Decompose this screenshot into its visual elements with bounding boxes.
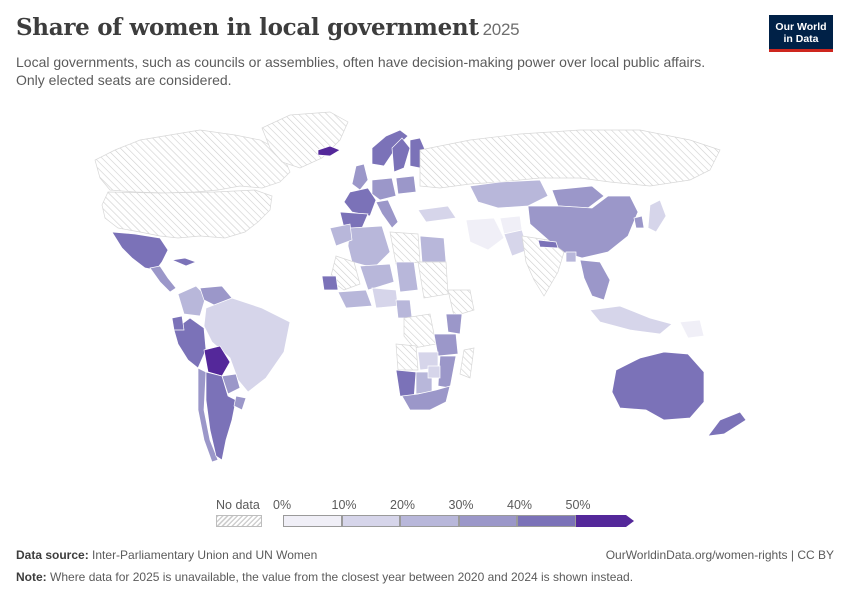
subtitle-line-2: Only elected seats are considered. — [16, 72, 232, 88]
region-kazakhstan[interactable] — [469, 179, 549, 209]
legend-swatch-1[interactable] — [341, 515, 400, 527]
title-text: Share of women in local government — [16, 14, 479, 41]
chart-title: Share of women in local government 2025 — [16, 14, 520, 41]
legend-tick-0: 0% — [273, 498, 292, 512]
region-turkey[interactable] — [417, 205, 457, 223]
legend-swatch-3[interactable] — [458, 515, 517, 527]
region-algeria[interactable] — [347, 225, 391, 269]
region-ecuador[interactable] — [171, 315, 185, 331]
legend-swatch-4[interactable] — [517, 515, 576, 527]
region-tanzania[interactable] — [433, 333, 459, 357]
region-egypt[interactable] — [419, 235, 447, 263]
region-angola[interactable] — [395, 343, 419, 371]
region-southeast-asia[interactable] — [579, 259, 611, 301]
region-argentina[interactable] — [205, 371, 237, 461]
region-indonesia[interactable] — [589, 305, 673, 335]
legend-tick-5: 50% — [565, 498, 591, 512]
region-west-africa[interactable] — [337, 289, 373, 309]
region-iran[interactable] — [465, 217, 505, 251]
region-chile[interactable] — [197, 367, 219, 463]
legend-tick-4: 40% — [507, 498, 533, 512]
region-united-states[interactable] — [101, 189, 273, 239]
note-label: Note: — [16, 570, 47, 584]
region-united-kingdom[interactable] — [351, 163, 369, 191]
source-text: Inter-Parliamentary Union and UN Women — [92, 548, 318, 562]
region-australia[interactable] — [611, 351, 705, 421]
region-paraguay[interactable] — [221, 373, 241, 395]
region-poland[interactable] — [395, 175, 417, 195]
region-new-zealand[interactable] — [707, 411, 747, 437]
note-text: Where data for 2025 is unavailable, the … — [50, 570, 634, 584]
region-nigeria[interactable] — [371, 287, 399, 309]
region-italy[interactable] — [375, 199, 399, 229]
region-mongolia[interactable] — [551, 185, 605, 209]
legend-swatch-last[interactable] — [575, 515, 626, 527]
no-data-swatch[interactable] — [216, 515, 262, 527]
source-label: Data source: — [16, 548, 89, 562]
region-brazil[interactable] — [203, 297, 291, 393]
region-chad[interactable] — [395, 261, 419, 293]
title-year: 2025 — [482, 20, 520, 39]
region-bangladesh[interactable] — [565, 251, 577, 263]
region-zimbabwe[interactable] — [427, 365, 441, 379]
region-colombia[interactable] — [177, 285, 207, 317]
legend-tick-1: 10% — [331, 498, 357, 512]
region-senegal[interactable] — [321, 275, 339, 291]
subtitle-line-1: Local governments, such as councils or a… — [16, 54, 706, 70]
region-sudan[interactable] — [417, 261, 449, 299]
legend-swatch-0[interactable] — [283, 515, 342, 527]
data-source: Data source: Inter-Parliamentary Union a… — [16, 548, 317, 562]
region-ethiopia[interactable] — [447, 289, 475, 317]
region-papua-new-guinea[interactable] — [679, 319, 705, 339]
region-cameroon[interactable] — [395, 299, 413, 319]
region-germany[interactable] — [371, 177, 397, 201]
owid-logo[interactable]: Our World in Data — [769, 15, 833, 52]
region-japan[interactable] — [647, 199, 667, 233]
region-canada[interactable] — [94, 129, 291, 194]
region-central-america[interactable] — [149, 265, 177, 293]
country-regions[interactable] — [94, 111, 747, 463]
region-namibia[interactable] — [395, 369, 417, 399]
region-cuba[interactable] — [170, 257, 197, 267]
region-morocco[interactable] — [329, 223, 353, 247]
region-south-korea[interactable] — [633, 215, 645, 229]
region-iceland[interactable] — [317, 145, 341, 157]
no-data-label: No data — [216, 498, 260, 512]
region-uruguay[interactable] — [233, 395, 247, 411]
region-peru[interactable] — [173, 317, 207, 369]
region-south-africa[interactable] — [401, 385, 451, 411]
legend-arrow — [625, 515, 634, 527]
region-sweden[interactable] — [391, 137, 411, 173]
source-url[interactable]: OurWorldinData.org/women-rights | CC BY — [605, 548, 834, 562]
region-mexico[interactable] — [111, 231, 169, 271]
chart-note: Note: Where data for 2025 is unavailable… — [16, 570, 633, 584]
region-kenya[interactable] — [445, 313, 463, 335]
legend-tick-2: 20% — [390, 498, 416, 512]
region-nepal[interactable] — [537, 239, 559, 249]
region-dr-congo[interactable] — [403, 313, 437, 349]
region-bolivia[interactable] — [203, 345, 231, 377]
region-russia[interactable] — [419, 129, 721, 189]
region-mozambique[interactable] — [437, 355, 457, 389]
region-libya[interactable] — [389, 231, 421, 265]
region-france[interactable] — [343, 187, 377, 217]
logo-line-2: in Data — [783, 33, 819, 45]
legend-swatch-2[interactable] — [400, 515, 459, 527]
chart-subtitle: Local governments, such as councils or a… — [16, 53, 756, 89]
region-madagascar[interactable] — [459, 347, 475, 379]
world-map[interactable] — [0, 100, 850, 480]
region-niger[interactable] — [359, 263, 395, 291]
legend-tick-3: 30% — [448, 498, 474, 512]
logo-line-1: Our World — [775, 21, 827, 33]
